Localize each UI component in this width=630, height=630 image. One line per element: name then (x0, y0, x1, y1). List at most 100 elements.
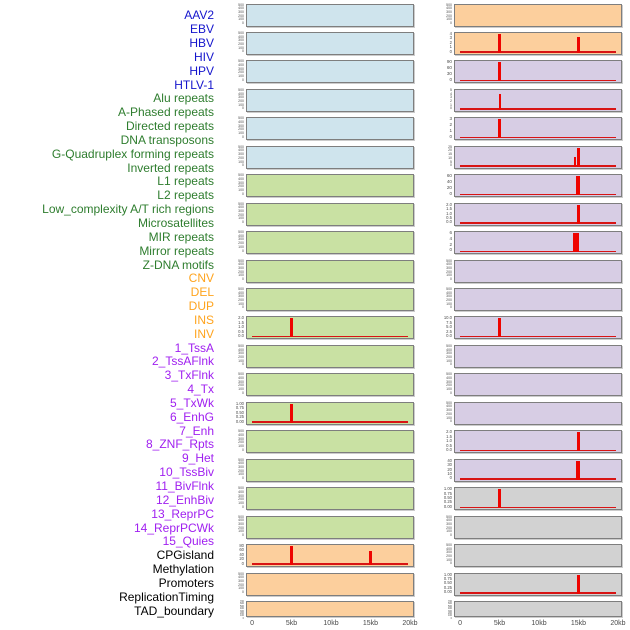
y-tick-label: 300 (238, 265, 244, 270)
y-tick-label: 100 (238, 74, 244, 79)
y-tick-label: 3 (449, 35, 452, 41)
track-plot (454, 31, 622, 55)
y-tick-label: 40 (446, 178, 452, 184)
row-label-low-complexity-a-t-rich-regions: Low_complexity A/T rich regions (42, 202, 214, 217)
y-tick-label: 400 (446, 376, 452, 381)
track-plot (246, 515, 414, 539)
y-axis-ticks: 25 20 15 10 5 0 (427, 145, 452, 168)
y-tick-label: 0 (242, 220, 244, 225)
y-tick-label: 200 (238, 497, 244, 502)
y-axis-ticks: 80 60 40 20 0 (219, 543, 244, 566)
y-axis-ticks: 500 400 300 200 100 0 (219, 515, 244, 538)
y-tick-label: 400 (238, 6, 244, 11)
y-tick-label: 10 (448, 155, 452, 160)
y-axis-ticks: 40 30 20 10 0 (427, 458, 452, 481)
y-tick-label: 100 (238, 17, 244, 22)
density-baseline (252, 421, 408, 423)
y-tick-label: 300 (238, 436, 244, 441)
density-baseline (252, 563, 408, 566)
y-tick-label: 0 (242, 447, 244, 452)
y-tick-label: 0.00 (443, 503, 452, 509)
track-plot (246, 600, 414, 617)
y-tick-label: 0 (242, 533, 244, 538)
row-label-15-quies: 15_Quies (162, 534, 214, 549)
y-tick-label: 400 (448, 607, 452, 611)
track-plot (246, 259, 414, 283)
y-tick-label: 300 (446, 294, 452, 299)
track-plot (246, 88, 414, 112)
density-baseline (460, 193, 616, 196)
y-tick-label: 0 (449, 475, 452, 481)
y-tick-label: 300 (238, 294, 244, 299)
y-tick-label: 300 (238, 152, 244, 157)
track-plot (246, 3, 414, 27)
y-tick-label: 0 (450, 163, 452, 168)
y-tick-label: 500 (238, 486, 244, 491)
y-tick-label: 6 (449, 230, 452, 236)
row-label-replicationtiming: ReplicationTiming (119, 589, 214, 604)
row-label-2-tssaflnk: 2_TssAFlnk (151, 354, 214, 369)
y-tick-label: 200 (238, 440, 244, 445)
density-spike (576, 147, 580, 167)
track-plot (454, 145, 622, 169)
y-tick-label: 400 (238, 290, 244, 295)
y-tick-label: 400 (238, 432, 244, 437)
y-tick-label: 100 (238, 387, 244, 392)
row-label-z-dna-motifs: Z-DNA motifs (142, 257, 214, 272)
row-label-inverted-repeats: Inverted repeats (127, 160, 214, 175)
density-baseline (252, 335, 408, 338)
row-label-12-enhbiv: 12_EnhBiv (155, 492, 214, 507)
y-axis-ticks: 500 400 300 200 100 0 (219, 145, 244, 168)
row-label-l1-repeats: L1 repeats (157, 174, 214, 189)
y-tick-label: 100 (238, 131, 244, 136)
density-spike (498, 119, 502, 139)
y-tick-label: 400 (238, 176, 244, 181)
y-tick-label: 100 (238, 529, 244, 534)
row-label-hiv: HIV (193, 49, 214, 64)
y-tick-label: 500 (238, 457, 244, 462)
y-tick-label: 400 (238, 148, 244, 153)
track-plot (246, 202, 414, 226)
y-tick-label: 200 (238, 525, 244, 530)
y-tick-label: 300 (238, 465, 244, 470)
density-baseline (460, 165, 616, 167)
y-tick-label: 1.0 (446, 438, 452, 444)
row-label-6-enhg: 6_EnhG (169, 409, 214, 424)
y-tick-label: 1.00 (235, 400, 244, 406)
y-tick-label: 60 (239, 547, 244, 553)
density-baseline (460, 506, 616, 509)
row-label-htlv-1: HTLV-1 (174, 77, 214, 92)
y-tick-label: 300 (238, 493, 244, 498)
y-tick-label: 5.0 (446, 324, 452, 330)
row-label-directed-repeats: Directed repeats (125, 119, 214, 134)
y-tick-label: 300 (446, 379, 452, 384)
y-tick-label: 400 (446, 262, 452, 267)
y-tick-label: 400 (238, 575, 244, 580)
density-spike (498, 33, 502, 53)
y-tick-label: 500 (238, 30, 244, 35)
y-tick-label: 20 (239, 556, 244, 562)
y-tick-label: 0 (449, 190, 452, 196)
y-tick-label: 100 (446, 529, 452, 534)
row-label-dna-transposons: DNA transposons (120, 132, 214, 147)
y-tick-label: 20 (446, 184, 452, 190)
y-tick-label: 0 (242, 390, 244, 395)
y-tick-label: 0 (242, 476, 244, 481)
density-baseline (460, 591, 616, 594)
y-tick-label: 30 (446, 70, 452, 76)
y-tick-label: 0.75 (443, 490, 452, 496)
y-tick-label: 0.0 (446, 333, 452, 339)
y-tick-label: 300 (238, 209, 244, 214)
y-tick-label: 200 (448, 611, 452, 615)
y-tick-label: 0 (450, 561, 452, 566)
y-axis-ticks: 500 400 300 200 100 0 (219, 287, 244, 310)
y-tick-label: 100 (238, 301, 244, 306)
y-tick-label: 2 (449, 39, 452, 45)
track-plot (246, 487, 414, 511)
y-tick-label: 20 (447, 466, 452, 472)
track-plot (454, 458, 622, 482)
y-tick-label: 0 (449, 76, 452, 82)
y-tick-label: 7.5 (446, 319, 452, 325)
track-plot (454, 117, 622, 141)
density-baseline (460, 108, 616, 110)
